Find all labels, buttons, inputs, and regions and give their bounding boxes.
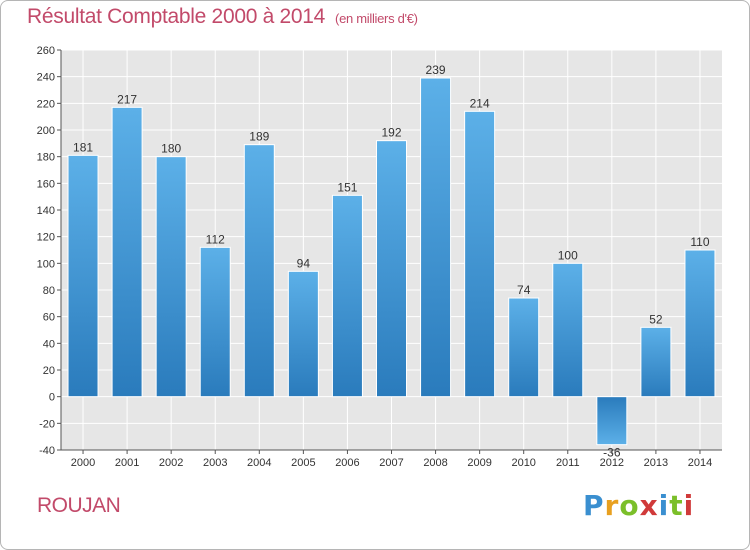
x-tick-label-2010: 2010 [511,457,535,469]
bar-2010 [508,297,540,398]
data-label-2003: 112 [206,232,225,246]
x-tick-label-2006: 2006 [335,457,359,469]
bar-2013 [640,326,672,398]
data-label-2000: 181 [73,140,93,154]
x-tick-label-2012: 2012 [600,457,624,469]
x-tick-label-2004: 2004 [247,457,271,469]
data-label-2007: 192 [381,126,401,140]
y-tick-label: -20 [39,418,55,430]
data-label-2002: 180 [161,142,181,156]
chart-title: Résultat Comptable 2000 à 2014 (en millie… [27,5,418,29]
bar-2011 [552,262,584,398]
data-label-2001: 217 [117,92,137,106]
x-tick-label-2007: 2007 [379,457,403,469]
x-tick-label-2000: 2000 [71,457,95,469]
y-tick-label: 200 [37,125,55,137]
bars-layer: 1812171801121899415119223921474100-36521… [67,63,716,460]
y-tick-label: 140 [37,205,55,217]
bar-2004 [243,144,275,398]
proxiti-logo: Proxiti [583,489,694,522]
y-tick-label: -40 [39,445,55,457]
logo-letter: r [604,489,620,522]
logo-letter: P [583,489,605,522]
x-tick-label-2005: 2005 [291,457,315,469]
x-tick-label-2014: 2014 [688,457,712,469]
bar-2009 [464,110,496,398]
x-tick-label-2011: 2011 [556,457,580,469]
y-tick-label: 260 [37,45,55,57]
logo-letter: t [669,489,684,522]
city-name: ROUJAN [37,494,121,517]
y-tick-label: 100 [37,258,55,270]
data-label-2006: 151 [337,180,357,194]
y-tick-label: 120 [37,232,55,244]
bar-2005 [287,270,319,398]
data-label-2009: 214 [470,96,490,110]
data-label-2005: 94 [297,256,311,270]
logo-letter: i [683,489,695,522]
bar-2003 [199,246,231,398]
logo-letter: x [639,489,659,522]
y-tick-label: 240 [37,72,55,84]
bar-2007 [376,140,407,398]
x-tick-label-2013: 2013 [644,457,668,469]
x-tick-label-2009: 2009 [467,457,491,469]
x-tick-label-2002: 2002 [159,457,183,469]
data-label-2008: 239 [426,63,446,77]
y-tick-label: 160 [37,178,55,190]
x-tick-label-2001: 2001 [115,457,139,469]
y-tick-label: 40 [43,338,55,350]
data-label-2010: 74 [517,283,531,297]
bar-2000 [67,154,99,398]
bar-2006 [331,194,363,398]
bar-2012 [596,396,628,446]
bar-2001 [111,106,143,398]
x-tick-label-2003: 2003 [203,457,227,469]
bar-2008 [420,77,452,398]
axis-layer: -40 -20 0 20 40 60 80 100 120 140 160 180 200 220 240 2… [37,45,722,469]
data-label-2013: 52 [649,312,663,326]
data-label-2014: 110 [690,235,709,249]
y-tick-label: 220 [37,98,55,110]
data-label-2004: 189 [249,130,269,144]
y-tick-label: 0 [49,392,55,404]
logo-letter: o [619,489,640,522]
bar-2002 [155,156,187,398]
chart-subtitle: (en milliers d'€) [335,11,418,26]
y-tick-label: 20 [43,365,55,377]
chart-title-text: Résultat Comptable 2000 à 2014 [27,5,326,28]
logo-letter: i [658,489,670,522]
data-label-2011: 100 [558,248,578,262]
y-tick-label: 180 [37,152,55,164]
y-tick-label: 80 [43,285,55,297]
y-tick-label: 60 [43,312,55,324]
x-tick-label-2008: 2008 [423,457,447,469]
bar-2014 [684,249,716,398]
